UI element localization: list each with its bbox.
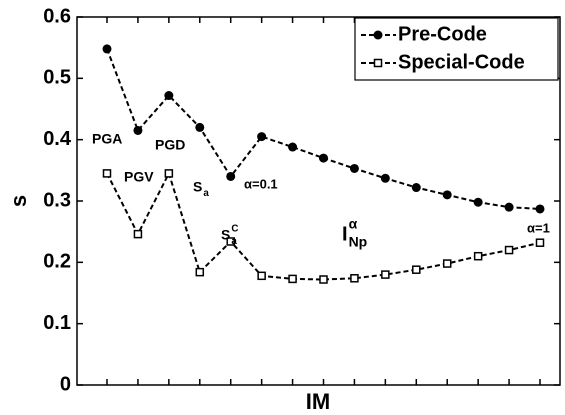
marker [504,245,514,255]
y-tick-label: 0.2 [43,251,71,273]
annotation-subscript: a [203,188,209,199]
marker [319,153,328,163]
y-tick-label: 0.1 [43,312,71,334]
marker [349,163,359,173]
marker [195,267,205,277]
y-tick-label: 0.3 [43,189,71,211]
y-tick-label: 0.4 [43,128,72,150]
marker [504,202,514,212]
marker [164,169,174,178]
marker [133,229,143,239]
marker [133,125,143,135]
y-tick-label: 0.6 [43,5,71,27]
marker [473,197,483,207]
marker [226,237,235,246]
annotation-subscript: a [231,236,237,247]
annotation: I [342,223,348,245]
legend-marker [373,58,383,68]
marker [473,251,483,261]
y-tick-label: 0.5 [43,67,71,89]
marker [164,91,174,101]
marker [102,44,112,54]
y-tick-label: 0 [60,373,71,395]
marker [195,122,205,132]
legend-label: Special-Code [398,51,525,73]
marker [288,142,298,152]
marker [535,204,545,214]
annotation: S [221,227,230,243]
annotation: α=1 [527,220,550,235]
annotation: PGD [155,137,185,153]
marker [350,274,359,283]
marker [226,171,236,181]
annotation: α=0.1 [244,176,278,191]
marker [411,183,421,193]
y-axis-label: s [6,195,31,207]
legend-box [354,17,559,81]
annotation: S [193,179,202,195]
marker [380,173,390,183]
marker [412,265,421,274]
marker [288,274,297,284]
legend-label: Pre-Code [398,23,487,45]
annotation-superscript: C [231,224,238,235]
marker [257,132,267,142]
marker [535,238,545,247]
marker [381,270,390,279]
x-axis-label: IM [306,389,330,414]
series-line [106,170,541,281]
marker [257,271,266,281]
annotation-superscript: α [349,216,358,232]
annotation: PGV [124,169,154,185]
marker [442,190,452,200]
marker [102,169,112,178]
legend-marker [373,30,383,40]
annotation: PGA [92,131,122,147]
annotation-subscript: Np [349,234,368,250]
marker [319,275,328,284]
marker [442,259,452,268]
